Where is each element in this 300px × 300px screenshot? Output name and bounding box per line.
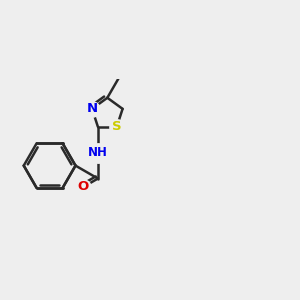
Text: O: O [78,181,89,194]
Text: NH: NH [88,146,108,159]
Text: S: S [112,120,122,133]
Text: N: N [86,102,98,116]
